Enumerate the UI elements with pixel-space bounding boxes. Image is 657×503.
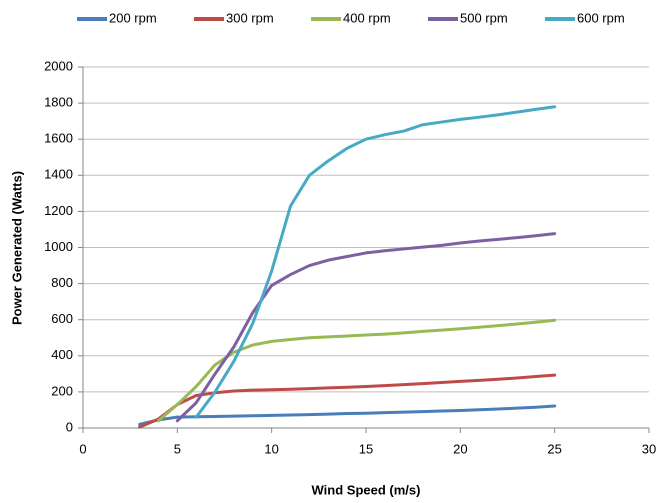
y-tick-label: 400: [51, 347, 73, 362]
y-tick-label: 1200: [44, 203, 73, 218]
x-tick-label: 15: [359, 441, 373, 456]
legend-label: 200 rpm: [109, 10, 157, 25]
x-tick-label: 10: [264, 441, 278, 456]
y-tick-label: 800: [51, 275, 73, 290]
y-tick-label: 1600: [44, 131, 73, 146]
legend-label: 400 rpm: [343, 10, 391, 25]
x-tick-label: 20: [453, 441, 467, 456]
legend-label: 600 rpm: [577, 10, 625, 25]
y-tick-label: 1400: [44, 167, 73, 182]
y-axis-title: Power Generated (Watts): [9, 171, 24, 325]
legend-label: 300 rpm: [226, 10, 274, 25]
series-line: [194, 105, 557, 419]
series-line: [175, 232, 557, 423]
x-tick-label: 30: [642, 441, 656, 456]
y-tick-label: 600: [51, 311, 73, 326]
series-line: [138, 404, 557, 426]
x-tick-label: 25: [547, 441, 561, 456]
legend-label: 500 rpm: [460, 10, 508, 25]
y-tick-label: 2000: [44, 58, 73, 73]
x-tick-label: 5: [174, 441, 181, 456]
y-tick-label: 200: [51, 383, 73, 398]
y-tick-label: 0: [66, 419, 73, 434]
x-axis-title: Wind Speed (m/s): [312, 482, 421, 497]
series-line: [138, 373, 557, 429]
x-tick-label: 0: [79, 441, 86, 456]
y-tick-label: 1000: [44, 239, 73, 254]
y-tick-label: 1800: [44, 95, 73, 110]
